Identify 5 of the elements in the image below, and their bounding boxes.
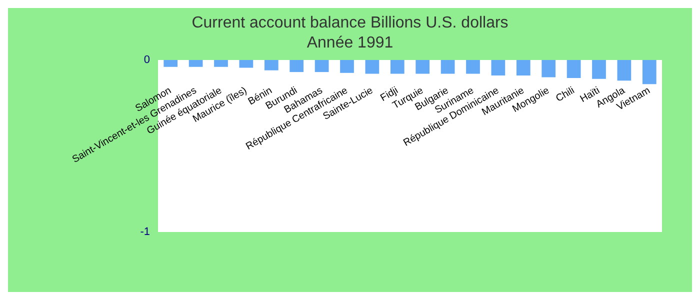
chart-subtitle: Année 1991	[306, 34, 394, 52]
x-tick-label: Chili	[554, 85, 577, 104]
y-tick-label: -1	[140, 226, 150, 238]
chart-title: Current account balance Billions U.S. dollars	[192, 14, 508, 32]
y-tick-label: 0	[144, 54, 150, 66]
